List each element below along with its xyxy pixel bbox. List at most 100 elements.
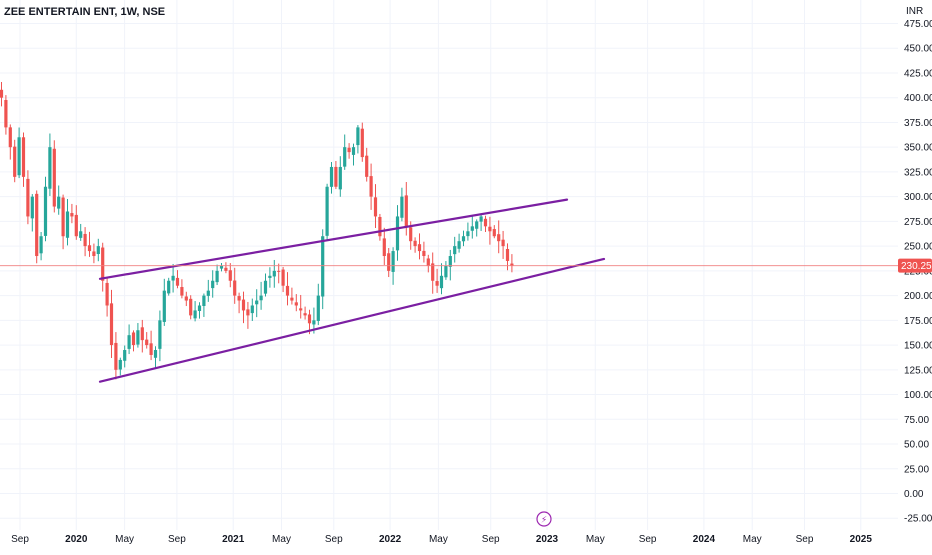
candle-body bbox=[79, 231, 83, 238]
candle-body bbox=[52, 148, 56, 207]
candle-body bbox=[250, 305, 254, 314]
candle-body bbox=[268, 275, 272, 278]
candle-body bbox=[492, 229, 496, 237]
price-tick-label: 0.00 bbox=[904, 489, 924, 500]
time-tick-label: May bbox=[115, 534, 134, 545]
candle-body bbox=[246, 309, 250, 316]
time-axis[interactable]: Sep 2020 May Sep 2021 May Sep 2022 May Sep 2023 May… bbox=[11, 534, 872, 545]
candle-body bbox=[457, 241, 461, 249]
candle-body bbox=[101, 247, 105, 281]
candle-body bbox=[417, 244, 422, 252]
time-tick-label: Sep bbox=[796, 534, 814, 545]
candle-body bbox=[435, 281, 439, 286]
candle-body bbox=[395, 216, 400, 251]
price-tick-label: 475.00 bbox=[904, 19, 932, 30]
candle-body bbox=[43, 186, 48, 236]
time-tick-label: May bbox=[429, 534, 448, 545]
candle-body bbox=[26, 178, 30, 217]
candle-body bbox=[92, 251, 96, 257]
candle-body bbox=[65, 211, 70, 238]
candle-body bbox=[510, 263, 514, 266]
lightning-icon: ⚡ bbox=[541, 516, 547, 526]
candle-body bbox=[153, 350, 158, 358]
time-tick-label: Sep bbox=[168, 534, 186, 545]
candle-body bbox=[312, 320, 316, 325]
time-tick-label: 2024 bbox=[693, 534, 716, 545]
candle-body bbox=[470, 226, 474, 231]
price-tick-label: 125.00 bbox=[904, 365, 932, 376]
candle-body bbox=[4, 99, 8, 128]
candle-body bbox=[505, 248, 510, 261]
candle-body bbox=[285, 285, 290, 296]
candle-body bbox=[228, 270, 232, 281]
candle-body bbox=[162, 290, 166, 322]
candle-body bbox=[74, 214, 78, 237]
candle-body bbox=[149, 343, 153, 355]
candle-body bbox=[127, 335, 131, 349]
time-tick-label: 2021 bbox=[222, 534, 245, 545]
candle-body bbox=[184, 296, 188, 301]
candle-body bbox=[237, 296, 241, 301]
candles bbox=[0, 81, 514, 380]
candle-body bbox=[461, 236, 466, 242]
price-tick-label: 150.00 bbox=[904, 341, 932, 352]
candle-body bbox=[8, 127, 12, 148]
candle-body bbox=[343, 147, 347, 167]
time-tick-label: 2020 bbox=[65, 534, 88, 545]
price-tick-label: 275.00 bbox=[904, 217, 932, 228]
current-price-badge: 230.25 bbox=[898, 258, 932, 273]
event-marker[interactable]: ⚡ bbox=[536, 511, 552, 527]
candle-body bbox=[325, 186, 329, 236]
candle-body bbox=[351, 147, 356, 155]
candle-body bbox=[87, 245, 92, 252]
price-tick-label: 375.00 bbox=[904, 118, 932, 129]
time-tick-label: 2025 bbox=[850, 534, 873, 545]
candle-body bbox=[175, 277, 180, 286]
candle-body bbox=[215, 270, 219, 283]
candle-body bbox=[197, 305, 202, 312]
time-tick-label: 2023 bbox=[536, 534, 559, 545]
candle-body bbox=[448, 256, 452, 267]
candle-body bbox=[255, 300, 259, 305]
candle-body bbox=[422, 250, 426, 257]
candle-body bbox=[281, 269, 285, 286]
currency-label: INR bbox=[906, 6, 923, 17]
price-tick-label: 350.00 bbox=[904, 143, 932, 154]
candle-body bbox=[338, 166, 342, 190]
channel-lower-line[interactable] bbox=[98, 257, 606, 383]
candle-body bbox=[360, 128, 364, 158]
candle-body bbox=[96, 246, 100, 255]
candle-body bbox=[479, 216, 483, 222]
candle-body bbox=[444, 265, 448, 278]
candle-body bbox=[334, 166, 338, 187]
candle-body bbox=[426, 258, 430, 266]
candle-body bbox=[83, 233, 87, 247]
candle-body bbox=[497, 234, 501, 242]
candle-body bbox=[131, 332, 136, 346]
candle-body bbox=[382, 238, 386, 257]
time-tick-label: Sep bbox=[325, 534, 343, 545]
candle-body bbox=[57, 196, 61, 209]
candle-body bbox=[35, 193, 39, 257]
candle-body bbox=[109, 303, 114, 346]
candle-body bbox=[219, 265, 224, 269]
time-tick-label: May bbox=[743, 534, 762, 545]
candle-body bbox=[17, 137, 21, 176]
current-price-label: 230.25 bbox=[901, 261, 932, 272]
candle-body bbox=[21, 137, 26, 177]
candle-body bbox=[272, 270, 276, 277]
candle-body bbox=[171, 275, 175, 281]
time-tick-label: Sep bbox=[11, 534, 29, 545]
candle-body bbox=[387, 253, 391, 271]
candle-body bbox=[211, 280, 215, 289]
candle-body bbox=[114, 342, 118, 370]
price-tick-label: 50.00 bbox=[904, 440, 929, 451]
candle-body bbox=[259, 295, 263, 301]
price-tick-label: 450.00 bbox=[904, 44, 932, 55]
candle-body bbox=[167, 280, 171, 294]
candle-body bbox=[202, 295, 206, 307]
price-tick-label: -25.00 bbox=[904, 514, 932, 525]
candle-body bbox=[299, 308, 303, 311]
